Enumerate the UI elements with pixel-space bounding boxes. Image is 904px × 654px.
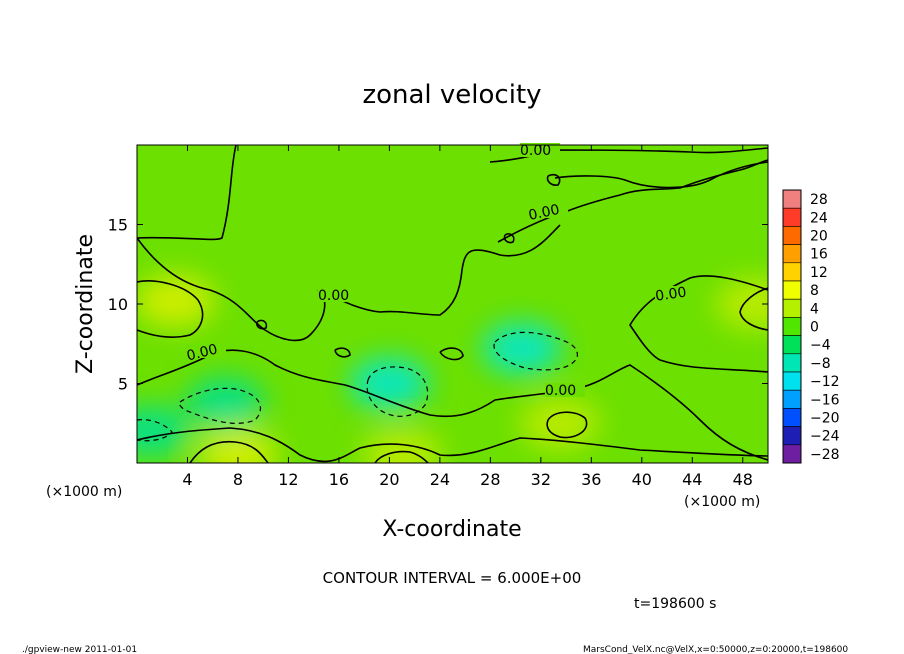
colorbar-label: 8 <box>810 283 819 299</box>
colorbar-label: 16 <box>810 247 828 263</box>
max-contour-right <box>739 287 768 331</box>
colorbar-swatch <box>782 317 802 336</box>
y-axis-label: Z-coordinate <box>73 234 98 374</box>
colorbar-label: 20 <box>810 229 828 245</box>
x-tick-label: 32 <box>531 470 551 489</box>
x-axis: 4 8 12 16 20 24 28 32 36 40 44 48 <box>182 145 753 489</box>
x-tick-label: 44 <box>682 470 702 489</box>
colorbar-label: −20 <box>810 411 840 427</box>
contour-label: 0.00 <box>527 202 561 224</box>
colorbar-swatch <box>782 189 802 209</box>
colorbar-label: 28 <box>810 192 828 208</box>
colorbar-swatch <box>782 353 802 373</box>
colorbar-swatch <box>782 280 802 300</box>
contour-labels: 0.00 0.00 0.00 0.00 0.00 0.00 <box>185 143 695 399</box>
field-maximum <box>519 397 600 450</box>
colorbar-swatch <box>782 389 802 409</box>
max-contour-bottom-left <box>189 440 269 463</box>
x-unit-left: (×1000 m) <box>46 484 122 500</box>
contour-label: 0.00 <box>185 341 219 364</box>
chart-title: zonal velocity <box>362 80 541 110</box>
field-minimum <box>137 405 190 458</box>
y-axis: 5 10 15 <box>108 216 768 394</box>
colorbar-label: −16 <box>810 392 840 408</box>
contour-label: 0.00 <box>318 288 349 304</box>
colorbar-label: −24 <box>810 429 840 445</box>
y-tick-label: 15 <box>108 216 128 235</box>
field-maximum <box>197 429 278 463</box>
colorbar-swatch <box>782 335 802 355</box>
small-contour-1 <box>439 347 464 361</box>
colorbar-swatch <box>782 444 802 464</box>
colorbar-swatch <box>782 244 802 264</box>
min-contour-center <box>366 366 429 417</box>
x-unit-right: (×1000 m) <box>684 494 760 510</box>
contour-label: 0.00 <box>520 143 551 159</box>
colorbar-label: 0 <box>810 320 819 336</box>
zero-contour-lower-mid <box>137 349 768 461</box>
colorbar-swatch <box>782 226 802 245</box>
field-minimum <box>481 322 562 375</box>
field-maximum <box>715 278 768 330</box>
colorbar-swatch <box>782 298 802 318</box>
max-contour-bottom <box>137 427 768 463</box>
x-tick-label: 4 <box>182 470 192 489</box>
contour-interval: CONTOUR INTERVAL = 6.000E+00 <box>323 569 582 587</box>
colorbar: 28 24 20 16 12 8 4 0 −4 −8 −12 −16 −20 −24 −28 <box>782 189 840 464</box>
x-tick-label: 48 <box>733 470 753 489</box>
x-tick-label: 24 <box>430 470 450 489</box>
colorbar-label: −28 <box>810 447 840 463</box>
y-tick-label: 10 <box>108 295 128 314</box>
footer-right: MarsCond_VelX.nc@VelX,x=0:50000,z=0:2000… <box>583 645 848 654</box>
colorbar-swatch <box>782 408 802 427</box>
min-contour-left-edge <box>137 419 173 442</box>
field-maximum <box>137 274 215 327</box>
field-maximum <box>362 429 443 463</box>
small-contour-2 <box>334 347 351 358</box>
zero-contour-upper <box>137 145 237 241</box>
colorbar-swatch <box>782 426 802 446</box>
x-tick-label: 36 <box>581 470 601 489</box>
colorbar-label: −8 <box>810 356 831 372</box>
time-label: t=198600 s <box>634 596 716 612</box>
y-tick-label: 5 <box>118 375 128 394</box>
field-minimum <box>185 376 266 429</box>
colorbar-swatch <box>782 371 802 391</box>
x-tick-label: 20 <box>379 470 399 489</box>
small-contour-4 <box>503 233 515 244</box>
colorbar-label: −4 <box>810 338 831 354</box>
contour-label: 0.00 <box>654 285 687 305</box>
colorbar-label: 4 <box>810 301 819 317</box>
small-contour-3 <box>256 319 268 330</box>
colorbar-label: −12 <box>810 374 840 390</box>
colorbar-swatch <box>782 262 802 282</box>
contour-label: 0.00 <box>545 383 576 399</box>
max-contour-left <box>137 280 204 338</box>
max-contour-bottom-mid <box>374 450 429 463</box>
colorbar-frame <box>782 189 802 464</box>
x-tick-label: 40 <box>632 470 652 489</box>
zero-contour-right <box>629 275 768 373</box>
zero-contour-right-middle <box>554 161 768 189</box>
colorbar-label: 24 <box>810 210 828 226</box>
x-tick-label: 8 <box>233 470 243 489</box>
colorbar-label: 12 <box>810 265 828 281</box>
contour-lines <box>137 145 768 463</box>
x-tick-label: 28 <box>480 470 500 489</box>
x-axis-label: X-coordinate <box>382 517 521 542</box>
x-tick-label: 12 <box>278 470 298 489</box>
velocity-field <box>137 145 768 463</box>
small-contour-5 <box>546 173 561 186</box>
x-tick-label: 16 <box>329 470 349 489</box>
colorbar-swatch <box>782 207 802 227</box>
footer-left: ./gpview-new 2011-01-01 <box>22 645 137 654</box>
max-contour-lower-right <box>546 411 588 439</box>
